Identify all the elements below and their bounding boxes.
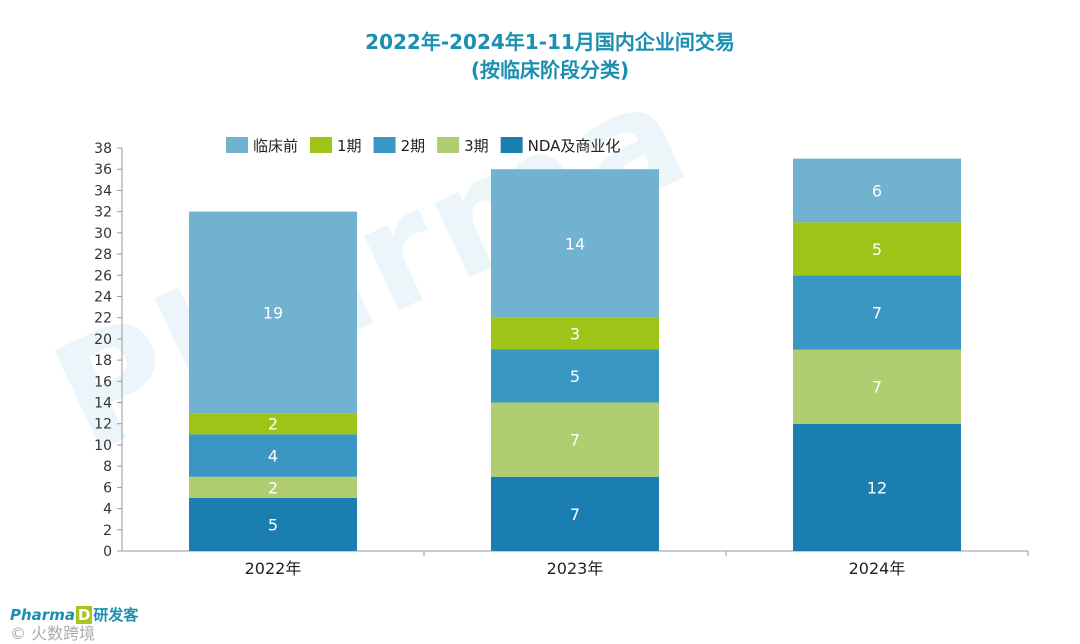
data-label: 7: [570, 505, 580, 524]
bar-segment: [491, 476, 659, 551]
footer-logo-cn: 研发客: [93, 606, 139, 624]
bar-segment: [793, 222, 961, 276]
data-label: 4: [268, 447, 278, 466]
chart-title-line1: 2022年-2024年1-11月国内企业间交易: [365, 30, 735, 54]
bar-segment: [491, 402, 659, 477]
y-tick-label: 2: [103, 523, 112, 539]
legend-label: 3期: [464, 137, 489, 155]
data-label: 2: [268, 478, 278, 497]
y-tick-label: 10: [94, 438, 112, 454]
bar-segment: [189, 413, 357, 435]
data-label: 6: [872, 181, 882, 200]
bar-segment: [793, 158, 961, 223]
bar-segment: [189, 476, 357, 498]
footer-watermark: © 火数跨境: [10, 624, 96, 643]
data-label: 7: [872, 378, 882, 397]
legend-swatch: [373, 137, 396, 153]
data-label: 5: [570, 367, 580, 386]
data-label: 7: [570, 431, 580, 450]
x-tick-label: 2024年: [849, 559, 906, 578]
footer-logo-badge: D: [75, 606, 93, 624]
data-label: 5: [872, 240, 882, 259]
bar-segment: [793, 275, 961, 350]
x-tick-label: 2022年: [245, 559, 302, 578]
bar-segment: [491, 169, 659, 318]
footer-logo: Pharma D 研发客: [10, 604, 138, 625]
data-label: 2: [268, 415, 278, 434]
y-tick-label: 8: [103, 459, 112, 475]
legend-swatch: [310, 137, 333, 153]
chart-title: 2022年-2024年1-11月国内企业间交易 (按临床阶段分类): [0, 28, 1080, 84]
bar-segment: [189, 211, 357, 414]
y-tick-label: 26: [94, 268, 112, 284]
y-tick-label: 6: [103, 480, 112, 496]
bar-segment: [491, 317, 659, 350]
data-label: 3: [570, 325, 580, 344]
data-label: 5: [268, 515, 278, 534]
bar-segment: [793, 423, 961, 551]
footer-logo-text: Pharma: [10, 606, 75, 624]
bar-segment: [189, 497, 357, 551]
legend-swatch: [500, 137, 523, 153]
legend-label: 临床前: [253, 137, 298, 155]
y-tick-label: 32: [94, 205, 112, 221]
y-tick-label: 0: [103, 544, 112, 560]
bar-segment: [491, 349, 659, 403]
y-tick-label: 12: [94, 417, 112, 433]
y-tick-label: 30: [94, 226, 112, 242]
bar-segment: [189, 434, 357, 477]
y-tick-label: 14: [94, 396, 112, 412]
data-label: 14: [565, 234, 585, 253]
y-tick-label: 16: [94, 374, 112, 390]
legend-swatch: [226, 137, 248, 153]
y-tick-label: 4: [103, 502, 112, 518]
data-label: 19: [263, 303, 283, 322]
y-tick-label: 22: [94, 311, 112, 327]
legend-label: 1期: [337, 137, 362, 155]
legend-label: 2期: [401, 137, 426, 155]
legend-label: NDA及商业化: [528, 137, 621, 155]
y-tick-label: 34: [94, 183, 112, 199]
bar-segment: [793, 349, 961, 424]
y-tick-label: 18: [94, 353, 112, 369]
y-tick-label: 20: [94, 332, 112, 348]
y-tick-label: 24: [94, 289, 112, 305]
legend-swatch: [437, 137, 460, 153]
x-tick-label: 2023年: [547, 559, 604, 578]
y-tick-label: 36: [94, 162, 112, 178]
data-label: 7: [872, 303, 882, 322]
chart-title-line2: (按临床阶段分类): [470, 58, 630, 82]
y-tick-label: 38: [94, 141, 112, 157]
data-label: 12: [867, 478, 887, 497]
y-tick-label: 28: [94, 247, 112, 263]
